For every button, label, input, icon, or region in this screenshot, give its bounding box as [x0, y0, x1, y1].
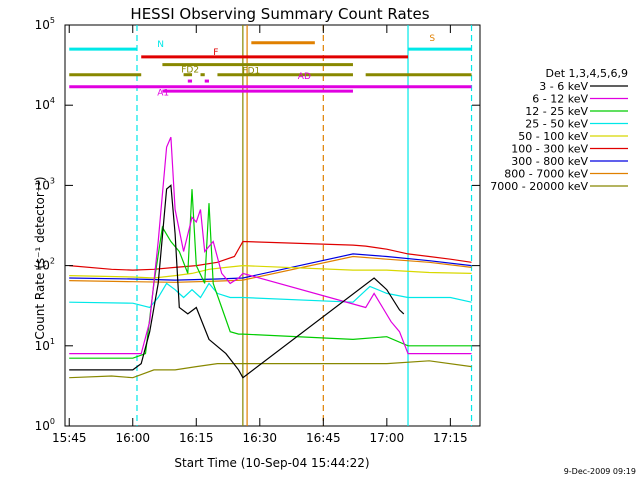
flag-label: A1 [157, 89, 169, 99]
x-tick-label: 16:00 [115, 431, 150, 445]
series-lines [69, 136, 472, 379]
legend-entry: 50 - 100 keV [518, 130, 588, 143]
series-line [69, 282, 472, 309]
legend-entry: 25 - 50 keV [525, 118, 588, 131]
x-tick-label: 17:00 [370, 431, 405, 445]
series-line [69, 240, 472, 271]
axes: 15:45 16:00 16:15 16:30 16:45 17:00 17:1510010… [35, 16, 480, 445]
legend-entry: 6 - 12 keV [532, 93, 588, 106]
legend-title: Det 1,3,4,5,6,9 [545, 67, 628, 80]
flag-label: F [213, 48, 218, 58]
timestamp: 9-Dec-2009 09:19 [564, 467, 636, 476]
x-tick-label: 17:15 [433, 431, 468, 445]
series-line [69, 253, 472, 281]
legend-entry: 3 - 6 keV [539, 80, 588, 93]
x-tick-label: 15:45 [52, 431, 87, 445]
legend-entry: 12 - 25 keV [525, 105, 588, 118]
series-line [69, 360, 472, 379]
flag-label: FD2 [181, 66, 199, 76]
x-tick-label: 16:30 [242, 431, 277, 445]
flag-label: FD1 [242, 67, 260, 77]
legend-entry: 300 - 800 keV [511, 155, 588, 168]
flag-label: AD [298, 72, 311, 82]
x-tick-label: 16:15 [179, 431, 214, 445]
chart-title: HESSI Observing Summary Count Rates [130, 5, 429, 23]
series-line [69, 255, 472, 283]
series-line [69, 136, 472, 355]
legend-entry: 100 - 300 keV [511, 143, 588, 156]
series-line [69, 264, 472, 279]
series-line [69, 189, 472, 359]
y-tick-label: 104 [35, 96, 55, 112]
y-axis-label: Count Rate (s⁻¹ detector⁻¹) [33, 176, 47, 339]
flag-label: S [429, 34, 435, 44]
legend-entry: 7000 - 20000 keV [490, 180, 588, 193]
flag-bars: N S F FD1 FD2 AD A1 [69, 34, 472, 99]
plot-frame [64, 24, 481, 427]
legend-entry: 800 - 7000 keV [504, 168, 588, 181]
y-tick-label: 105 [35, 16, 55, 32]
series-line [69, 184, 405, 379]
flag-label: N [157, 40, 164, 50]
x-axis-label: Start Time (10-Sep-04 15:44:22) [174, 456, 369, 470]
plot-area [64, 24, 481, 427]
x-tick-label: 16:45 [306, 431, 341, 445]
